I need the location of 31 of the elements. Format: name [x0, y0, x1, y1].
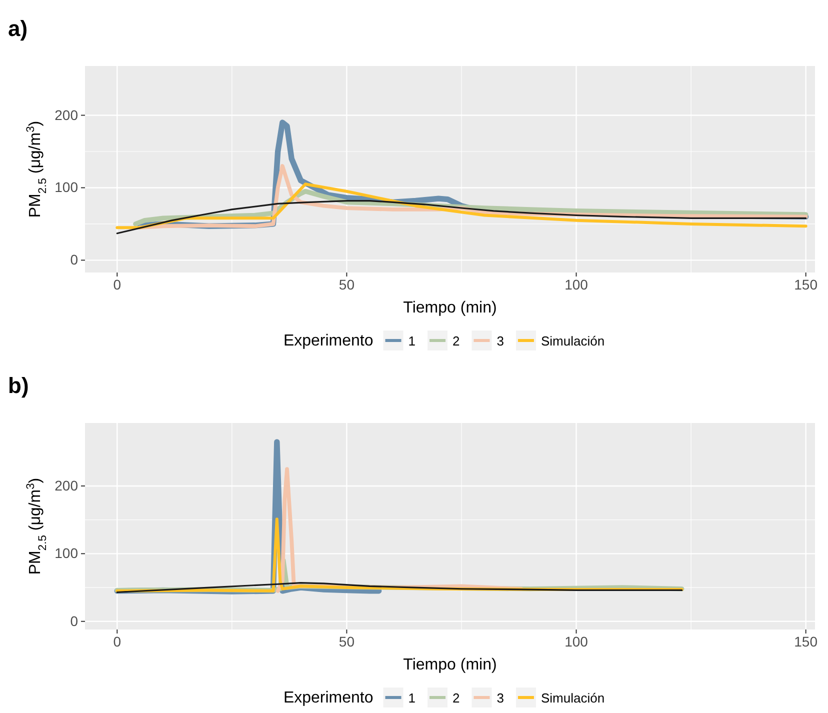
- legend-label: 3: [496, 334, 504, 348]
- x-axis-title: Tiempo (min): [403, 656, 497, 673]
- line-series: [116, 182, 808, 230]
- y-tick-label: 200: [54, 476, 78, 493]
- y-tick-label: 200: [54, 106, 78, 123]
- x-tick-label: 100: [564, 276, 588, 292]
- legend-label: 2: [452, 334, 460, 348]
- y-tick-label: 100: [54, 544, 78, 561]
- x-tick-label: 100: [564, 632, 588, 649]
- chart-title: a): [8, 16, 28, 41]
- legend-title: Experimento: [283, 332, 374, 350]
- y-tick-label: 100: [54, 179, 78, 196]
- legend-label: Simulación: [540, 334, 605, 348]
- legend-label: 1: [408, 334, 416, 348]
- line-series: [116, 200, 807, 234]
- legend-title: Experimento: [283, 689, 374, 706]
- x-tick-label: 150: [794, 632, 818, 649]
- legend-label: Simulación: [540, 690, 605, 705]
- legend-label: 3: [496, 690, 504, 705]
- x-tick-label: 150: [794, 276, 818, 292]
- chart-title: b): [8, 372, 29, 398]
- legend-label: 2: [452, 690, 460, 705]
- x-tick-label: 0: [113, 276, 122, 292]
- x-tick-label: 0: [113, 632, 122, 649]
- line-series: [116, 581, 683, 593]
- x-tick-label: 50: [338, 632, 355, 649]
- y-tick-label: 0: [70, 252, 78, 268]
- x-axis-title: Tiempo (min): [403, 300, 497, 316]
- legend-label: 1: [408, 690, 416, 705]
- x-tick-label: 50: [338, 276, 355, 292]
- y-tick-label: 0: [70, 612, 78, 628]
